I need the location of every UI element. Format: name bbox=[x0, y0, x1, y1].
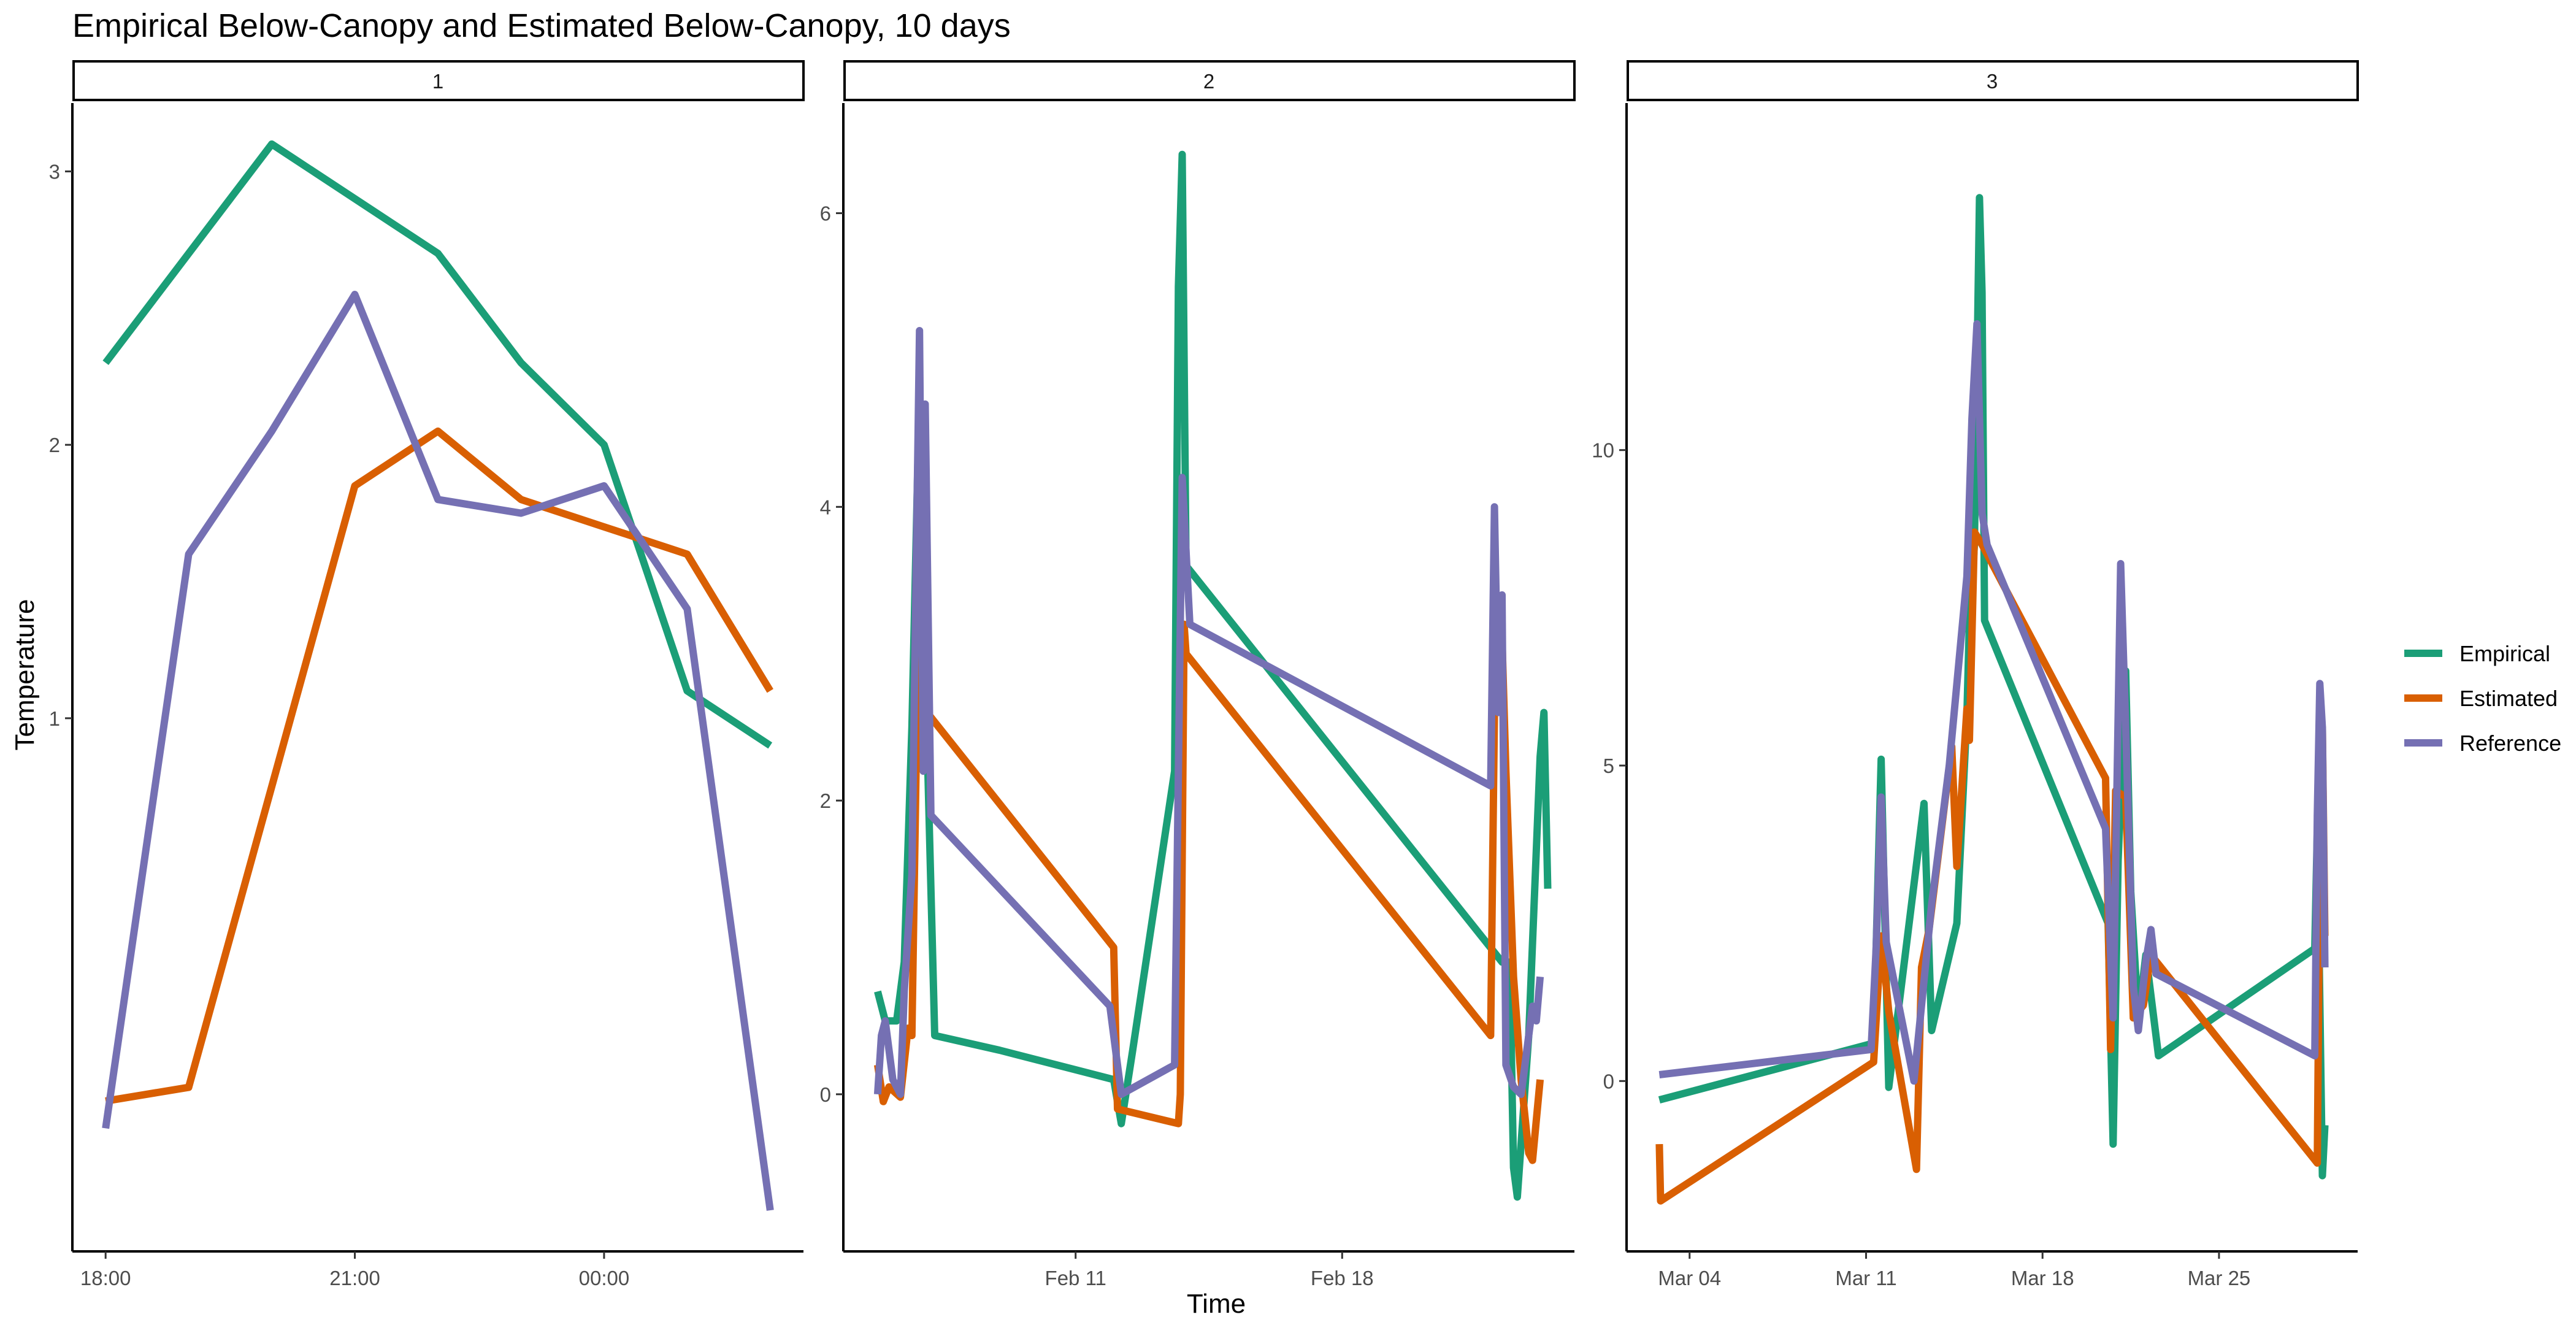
y-tick-label: 10 bbox=[1592, 439, 1614, 462]
x-axis-title: Time bbox=[1187, 1289, 1246, 1319]
legend-item-estimated: Estimated bbox=[2404, 686, 2558, 711]
chart-title: Empirical Below-Canopy and Estimated Bel… bbox=[72, 7, 1011, 44]
legend-item-empirical: Empirical bbox=[2404, 641, 2550, 666]
y-tick-label: 2 bbox=[820, 789, 831, 812]
facet-panel-1: 1 1 2 3 18:00 21:00 00:00 bbox=[49, 60, 805, 1289]
y-tick-label: 1 bbox=[49, 707, 60, 730]
legend-item-reference: Reference bbox=[2404, 731, 2561, 756]
facet-strip-label: 1 bbox=[432, 70, 443, 93]
y-tick-label: 0 bbox=[820, 1083, 831, 1106]
facet-strip-label: 2 bbox=[1203, 70, 1214, 93]
y-tick-label: 3 bbox=[49, 160, 60, 183]
facet-panel-3: 3 0 5 10 Mar 04 Mar 11 Mar 18 Mar 25 bbox=[1592, 60, 2359, 1289]
x-tick-label: Feb 11 bbox=[1045, 1267, 1106, 1289]
y-tick-label: 5 bbox=[1603, 755, 1614, 777]
y-axis-title: Temperature bbox=[10, 599, 40, 750]
series-line-reference bbox=[1658, 320, 2329, 1085]
x-tick-label: Mar 11 bbox=[1835, 1267, 1896, 1289]
series-line-empirical bbox=[1658, 194, 2329, 1180]
x-tick-label: Mar 18 bbox=[2011, 1267, 2074, 1289]
y-tick-label: 0 bbox=[1603, 1070, 1614, 1093]
series-line-estimated bbox=[105, 427, 773, 1105]
x-tick-label: 21:00 bbox=[329, 1267, 380, 1289]
x-tick-label: 00:00 bbox=[579, 1267, 630, 1289]
x-tick-label: Mar 04 bbox=[1658, 1267, 1721, 1289]
x-tick-label: Feb 18 bbox=[1311, 1267, 1374, 1289]
facet-strip-3 bbox=[1627, 60, 2359, 101]
y-tick-label: 6 bbox=[820, 202, 831, 225]
series-line-reference bbox=[873, 327, 1544, 1098]
facet-panel-2: 2 0 2 4 6 Feb 11 Feb 18 bbox=[820, 60, 1576, 1289]
series-line-estimated bbox=[873, 547, 1544, 1164]
x-tick-label: 18:00 bbox=[80, 1267, 131, 1289]
legend-label: Reference bbox=[2459, 731, 2561, 756]
facet-panels: 1 1 2 3 18:00 21:00 00:00 2 0 2 4 6 Feb 11 Feb 18 3 0 5 1… bbox=[49, 60, 2359, 1289]
legend: Empirical Estimated Reference bbox=[2404, 641, 2561, 756]
y-tick-label: 2 bbox=[49, 434, 60, 456]
facet-strip-2 bbox=[843, 60, 1576, 101]
legend-label: Empirical bbox=[2459, 641, 2550, 666]
y-tick-label: 4 bbox=[820, 496, 831, 518]
legend-label: Estimated bbox=[2459, 686, 2558, 711]
facet-strip-label: 3 bbox=[1987, 70, 1998, 93]
x-tick-label: Mar 25 bbox=[2188, 1267, 2251, 1289]
series-line-empirical bbox=[102, 140, 773, 749]
series-line-reference bbox=[102, 291, 774, 1211]
facet-strip-1 bbox=[72, 60, 805, 101]
